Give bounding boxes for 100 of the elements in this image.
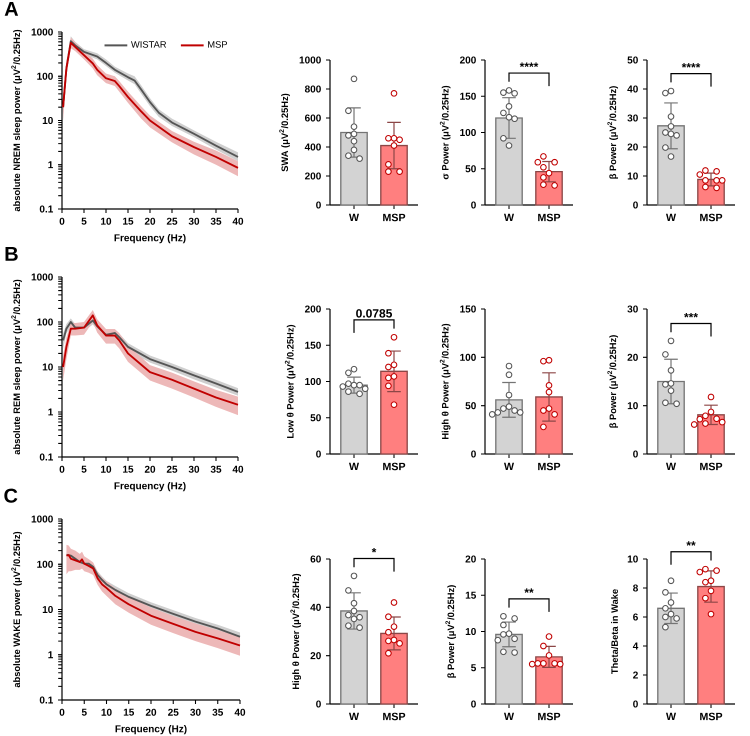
- x-tick-label: MSP: [383, 712, 406, 720]
- y-tick-label: 0: [633, 450, 638, 458]
- y-tick-label: 20: [466, 555, 476, 563]
- y-axis-title: High θ Power (μV$^{2}$/0.25Hz): [440, 324, 450, 439]
- annotation: 0.0785: [356, 309, 392, 318]
- y-tick-label: 1000: [32, 515, 53, 523]
- x-axis-title: Frequency (Hz): [116, 724, 187, 734]
- y-tick-label: 150: [305, 342, 321, 349]
- x-tick-label: 35: [212, 708, 224, 716]
- y-tick-label: 100: [37, 560, 53, 568]
- x-tick-label: MSP: [538, 712, 560, 720]
- x-tick-label: 40: [234, 708, 246, 716]
- x-tick-label: 15: [123, 466, 134, 473]
- text: *: [372, 548, 376, 552]
- x-tick-label: 20: [146, 708, 156, 716]
- y-tick-label: 40: [627, 85, 638, 93]
- x-tick-label: 25: [166, 466, 178, 473]
- x-tick-label: W: [666, 712, 676, 720]
- x-tick-label: 30: [188, 466, 200, 473]
- legend-label: MSP: [208, 41, 228, 48]
- y-tick-label: 30: [627, 305, 638, 313]
- y-tick-label: 2: [633, 672, 638, 678]
- y-tick-label: 0: [316, 201, 321, 209]
- chart-title: C: [4, 488, 18, 503]
- x-tick-label: W: [348, 462, 360, 470]
- y-tick-label: 100: [460, 128, 476, 136]
- y-tick-label: 150: [460, 305, 476, 313]
- legend-label: WISTAR: [130, 41, 166, 48]
- x-tick-label: W: [504, 214, 514, 222]
- annotation: ***: [684, 312, 698, 318]
- x-tick-label: MSP: [538, 214, 560, 222]
- x-axis-title: Frequency (Hz): [114, 234, 186, 244]
- y-tick-label: 100: [460, 354, 476, 361]
- y-axis-title: SWA (μV$^{2}$/0.25Hz): [279, 94, 290, 172]
- y-axis-title: absolute NREM sleep power (μV$^{2}$/0.25Hz): [11, 30, 22, 212]
- y-axis-title: absolute WAKE power (μV$^{2}$/0.25Hz): [11, 532, 22, 688]
- y-tick-label: 0: [633, 201, 638, 209]
- y-axis-title: β Power (μV$^{2}$/0.25Hz): [607, 335, 618, 428]
- y-tick-label: 600: [304, 114, 321, 122]
- y-axis-title: High θ Power (μV$^{2}$/0.25Hz): [290, 574, 302, 690]
- x-tick-label: 10: [101, 466, 112, 473]
- x-tick-label: 25: [166, 218, 178, 225]
- y-tick-label: 10: [628, 172, 638, 180]
- x-tick-label: 20: [144, 218, 156, 225]
- x-tick-label: 25: [168, 708, 179, 716]
- y-tick-label: 0.1: [40, 696, 54, 704]
- y-axis-title: absolute REM sleep power (μV$^{2}$/0.25Hz): [11, 280, 22, 454]
- y-tick-label: 0: [471, 201, 476, 209]
- x-tick-label: 15: [124, 708, 134, 716]
- y-tick-label: 0: [633, 700, 638, 708]
- x-tick-label: W: [504, 462, 514, 470]
- y-tick-label: 10: [466, 628, 476, 636]
- y-tick-label: 20: [310, 652, 321, 660]
- y-tick-label: 1000: [32, 273, 53, 281]
- x-tick-label: 30: [190, 708, 201, 716]
- y-tick-label: 0.1: [40, 205, 54, 213]
- x-tick-label: 5: [82, 218, 87, 225]
- x-tick-label: 30: [188, 218, 200, 225]
- y-axis-title: σ Power (μV$^{2}$/0.25Hz): [440, 86, 450, 180]
- x-tick-label: 15: [123, 218, 134, 225]
- y-tick-label: 5: [471, 664, 476, 672]
- x-tick-label: 0: [60, 466, 64, 473]
- y-tick-label: 50: [310, 414, 321, 422]
- x-tick-label: W: [666, 462, 676, 470]
- y-tick-label: 100: [37, 72, 53, 80]
- y-tick-label: 200: [304, 305, 321, 313]
- y-tick-label: 200: [304, 172, 321, 180]
- y-tick-label: 1: [48, 408, 54, 416]
- annotation: ****: [520, 62, 538, 67]
- y-tick-label: 10: [628, 402, 638, 410]
- x-tick-label: 40: [232, 466, 244, 473]
- y-tick-label: 0: [316, 450, 321, 458]
- x-tick-label: 10: [102, 708, 112, 716]
- chart-title: A: [4, 2, 18, 16]
- y-axis-title: Theta/Beta in Wake: [611, 589, 618, 674]
- y-tick-label: 60: [310, 555, 321, 563]
- y-tick-label: 0.1: [40, 453, 54, 461]
- y-axis-title: β Power (μV$^{2}$/0.25Hz): [445, 585, 456, 678]
- y-axis-title: β Power (μV$^{2}$/0.25Hz): [607, 86, 618, 179]
- x-tick-label: W: [666, 214, 676, 222]
- y-tick-label: 50: [627, 56, 638, 64]
- y-tick-label: 10: [628, 555, 638, 563]
- x-tick-label: MSP: [383, 462, 406, 470]
- x-axis-title: Frequency (Hz): [114, 482, 186, 492]
- x-tick-label: 40: [232, 218, 244, 225]
- y-tick-label: 50: [465, 165, 476, 172]
- y-tick-label: 15: [466, 592, 476, 599]
- x-tick-label: 35: [210, 218, 222, 225]
- x-tick-label: 0: [60, 708, 64, 716]
- y-tick-label: 100: [305, 378, 321, 386]
- y-tick-label: 30: [627, 114, 638, 122]
- y-tick-label: 10: [42, 363, 53, 371]
- x-tick-label: MSP: [383, 214, 406, 222]
- x-tick-label: 5: [82, 466, 87, 473]
- annotation: **: [524, 588, 534, 593]
- y-tick-label: 10: [42, 116, 53, 124]
- y-axis-title: Low θ Power (μV$^{2}$/0.25Hz): [284, 324, 296, 438]
- y-tick-label: 1: [48, 651, 54, 658]
- y-tick-label: 0: [316, 700, 321, 708]
- y-tick-label: 10: [42, 606, 53, 614]
